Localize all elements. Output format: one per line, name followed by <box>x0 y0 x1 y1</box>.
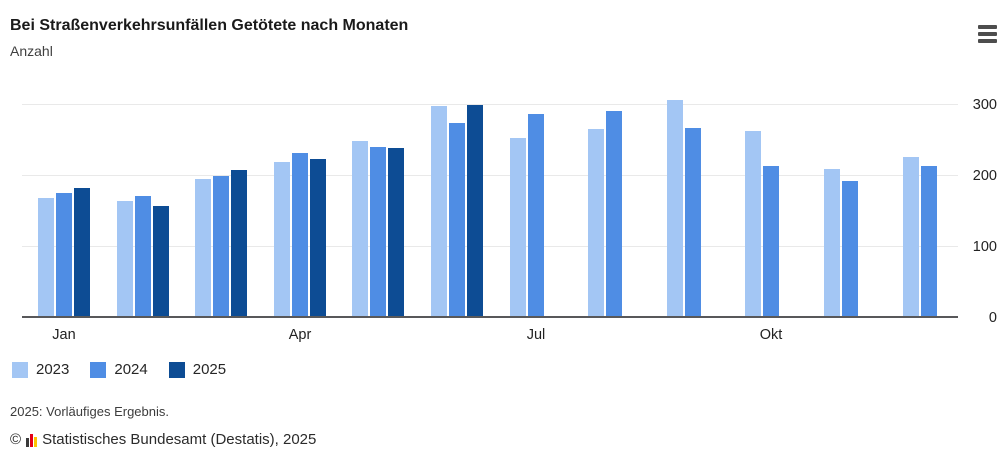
bar-2025-Jan[interactable] <box>74 187 90 317</box>
page-title: Bei Straßenverkehrsunfällen Getötete nac… <box>10 17 409 34</box>
bar-2023-Jan[interactable] <box>38 197 54 317</box>
gridline <box>22 175 958 176</box>
bar-2024-Mär[interactable] <box>213 176 229 317</box>
legend-label: 2023 <box>36 361 70 378</box>
bar-2023-Apr[interactable] <box>274 161 290 317</box>
bar-2024-Nov[interactable] <box>842 180 858 317</box>
legend-item-2023[interactable]: 2023 <box>12 361 69 378</box>
bar-2023-Okt[interactable] <box>745 130 761 317</box>
x-axis-line <box>22 316 958 318</box>
bar-2025-Mär[interactable] <box>231 170 247 317</box>
y-axis-tick-label: 100 <box>972 239 997 255</box>
bar-2023-Mai[interactable] <box>352 140 368 317</box>
bar-2025-Feb[interactable] <box>153 206 169 317</box>
copyright-text: Statistisches Bundesamt (Destatis), 2025 <box>42 431 317 448</box>
x-axis-tick-label: Jul <box>526 327 546 343</box>
bar-2025-Mai[interactable] <box>388 148 404 317</box>
bar-2023-Aug[interactable] <box>588 128 604 317</box>
bar-2024-Dez[interactable] <box>921 166 937 317</box>
legend-item-2025[interactable]: 2025 <box>168 361 227 378</box>
bar-2024-Okt[interactable] <box>763 166 779 317</box>
bar-2023-Feb[interactable] <box>117 201 133 317</box>
legend-label: 2024 <box>114 361 148 378</box>
bar-2024-Jul[interactable] <box>528 113 544 317</box>
bar-2025-Jun[interactable] <box>467 105 483 317</box>
hamburger-line <box>978 25 997 29</box>
legend-swatch <box>90 361 107 378</box>
y-axis-tick-label: 200 <box>972 168 997 184</box>
legend-item-2024[interactable]: 2024 <box>90 361 148 378</box>
hamburger-menu-icon[interactable] <box>978 25 997 43</box>
chart-unit-label: Anzahl <box>10 43 53 59</box>
copyright-symbol: © <box>10 431 22 448</box>
y-axis-tick-label: 300 <box>972 97 997 113</box>
bar-2025-Apr[interactable] <box>310 158 326 317</box>
bar-2024-Apr[interactable] <box>292 153 308 317</box>
chart: 0 100 200 300 Jan Apr Jul Okt <box>0 85 1000 345</box>
bar-2023-Jul[interactable] <box>510 138 526 317</box>
bar-2024-Feb[interactable] <box>135 196 151 317</box>
x-axis-tick-label: Apr <box>288 327 312 343</box>
bar-2024-Jan[interactable] <box>56 193 72 317</box>
gridline <box>22 104 958 105</box>
bar-2023-Mär[interactable] <box>195 178 211 317</box>
destatis-logo-icon <box>26 433 38 447</box>
bar-2023-Dez[interactable] <box>903 156 919 317</box>
bar-2023-Nov[interactable] <box>824 168 840 317</box>
legend-swatch <box>168 361 185 378</box>
plot-area <box>22 85 958 318</box>
x-axis-tick-label: Jan <box>52 327 76 343</box>
copyright-line: © Statistisches Bundesamt (Destatis), 20… <box>10 431 316 448</box>
x-axis-tick-label: Okt <box>759 327 783 343</box>
hamburger-line <box>978 39 997 43</box>
gridline <box>22 246 958 247</box>
footnote: 2025: Vorläufiges Ergebnis. <box>10 404 169 419</box>
bar-2023-Sep[interactable] <box>667 100 683 317</box>
bar-2023-Jun[interactable] <box>431 106 447 317</box>
bar-2024-Jun[interactable] <box>449 123 465 317</box>
legend-swatch <box>12 361 28 378</box>
bar-2024-Sep[interactable] <box>685 128 701 317</box>
legend-label: 2025 <box>192 361 227 378</box>
bar-2024-Mai[interactable] <box>370 146 386 317</box>
legend: 2023 2024 2025 <box>12 361 226 378</box>
y-axis-tick-label: 0 <box>988 310 997 326</box>
hamburger-line <box>978 32 997 36</box>
bar-2024-Aug[interactable] <box>606 111 622 317</box>
